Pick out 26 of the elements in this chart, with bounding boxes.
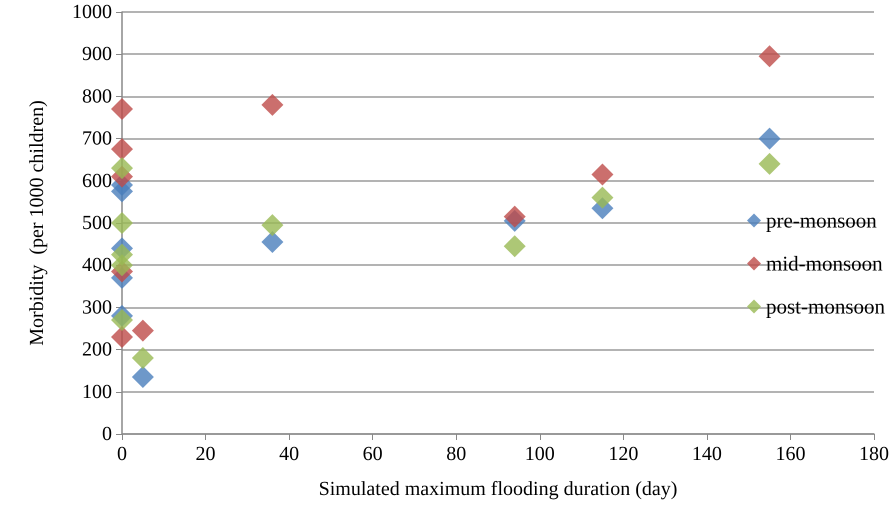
x-axis-title: Simulated maximum flooding duration (day) <box>318 478 678 500</box>
y-tick-label: 0 <box>102 423 112 445</box>
y-tick-label: 400 <box>82 254 112 276</box>
y-tick-label: 700 <box>82 128 112 150</box>
x-tick-label: 120 <box>608 443 638 465</box>
x-tick-label: 40 <box>279 443 300 465</box>
legend-label: pre-monsoon <box>766 208 878 232</box>
y-tick-label: 1000 <box>72 1 112 23</box>
y-tick-label: 500 <box>82 212 112 234</box>
legend-label: post-monsoon <box>766 294 886 318</box>
x-tick-label: 60 <box>362 443 383 465</box>
y-tick-label: 600 <box>82 170 112 192</box>
legend-label: mid-monsoon <box>766 252 884 276</box>
y-tick-label: 900 <box>82 43 112 66</box>
x-tick-label: 0 <box>117 443 127 465</box>
x-tick-label: 80 <box>446 443 466 465</box>
y-tick-label: 100 <box>82 380 112 403</box>
x-tick-label: 180 <box>859 443 889 465</box>
x-tick-label: 160 <box>775 443 806 465</box>
y-tick-label: 800 <box>82 85 112 108</box>
x-tick-label: 140 <box>692 443 722 465</box>
y-tick-label: 200 <box>82 338 112 361</box>
x-tick-label: 20 <box>196 443 216 465</box>
y-axis-title: Morbidity (per 1000 children) <box>26 100 48 346</box>
x-tick-label: 100 <box>524 443 555 465</box>
y-tick-label: 300 <box>82 296 112 318</box>
